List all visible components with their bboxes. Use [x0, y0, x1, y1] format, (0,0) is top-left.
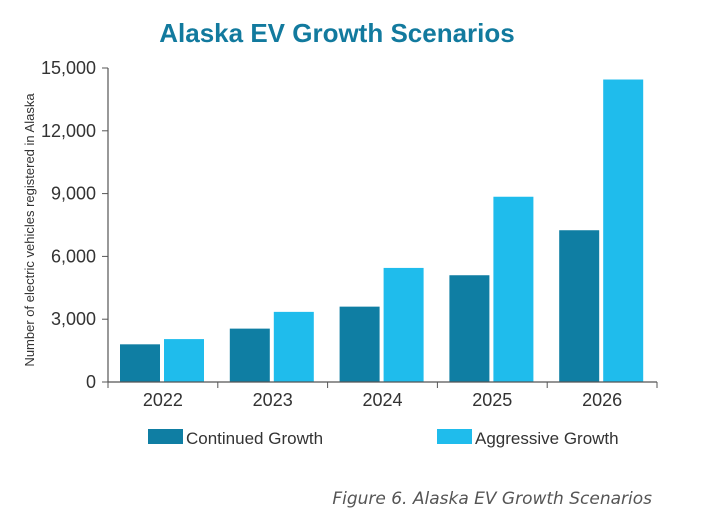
bar-aggressive-growth-2023	[273, 311, 314, 382]
x-tick-label: 2024	[362, 390, 402, 410]
y-tick-label: 12,000	[41, 121, 96, 141]
bar-aggressive-growth-2022	[164, 339, 204, 382]
legend-swatch	[148, 429, 183, 444]
bar-continued-growth-2024	[339, 306, 380, 382]
y-tick-label: 6,000	[51, 246, 96, 266]
x-tick-label: 2023	[253, 390, 293, 410]
x-tick-label: 2026	[582, 390, 622, 410]
x-axis-ticks: 2022 2023 2024 2025 2026	[107, 382, 658, 410]
bar-continued-growth-2023	[229, 328, 270, 382]
y-axis-label: Number of electric vehicles registered i…	[22, 93, 37, 367]
legend-swatch	[437, 429, 472, 444]
bar-continued-growth-2026	[559, 230, 600, 382]
chart-title: Alaska EV Growth Scenarios	[159, 18, 514, 48]
legend-label: Aggressive Growth	[475, 429, 619, 448]
bar-aggressive-growth-2026	[603, 79, 644, 382]
bar-aggressive-growth-2024	[383, 267, 424, 382]
y-tick-label: 3,000	[51, 309, 96, 329]
axes	[107, 68, 657, 383]
y-tick-label: 0	[86, 372, 96, 392]
figure-caption: Figure 6. Alaska EV Growth Scenarios	[332, 489, 652, 509]
bar-continued-growth-2022	[120, 344, 160, 382]
bar-continued-growth-2025	[449, 275, 490, 382]
y-tick-label: 9,000	[51, 184, 96, 204]
x-tick-label: 2022	[143, 390, 183, 410]
x-tick-label: 2025	[472, 390, 512, 410]
bars	[120, 79, 644, 382]
y-axis-ticks: 0 3,000 6,000 9,000 12,000 15,000	[41, 58, 108, 392]
y-tick-label: 15,000	[41, 58, 96, 78]
bar-aggressive-growth-2025	[493, 196, 534, 382]
legend: Continued Growth Aggressive Growth	[148, 429, 619, 448]
legend-label: Continued Growth	[186, 429, 323, 448]
